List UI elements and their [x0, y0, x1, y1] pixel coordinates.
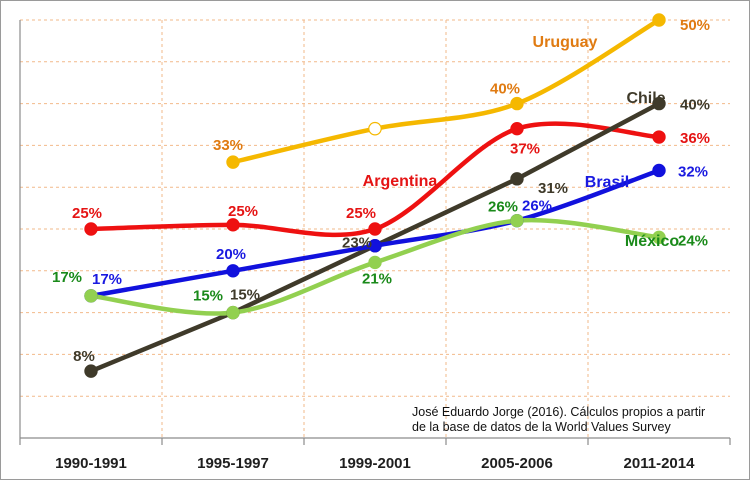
- data-label-brasil: 20%: [216, 246, 246, 263]
- series-name-argentina: Argentina: [363, 173, 438, 190]
- x-tick-label: 2005-2006: [481, 455, 553, 472]
- data-point-mexico: [652, 230, 666, 245]
- data-label-mexico: 26%: [488, 199, 518, 216]
- data-point-uruguay: [510, 96, 524, 111]
- data-label-argentina: 37%: [510, 141, 540, 158]
- gridlines: [20, 19, 730, 438]
- series-line-chile: [88, 101, 662, 374]
- data-point-brasil: [226, 264, 240, 278]
- source-note-line-2: de la base de datos de la World Values S…: [412, 420, 671, 434]
- series-name-brasil: Brasil: [585, 174, 629, 191]
- series-lines: [88, 17, 662, 374]
- data-label-uruguay: 50%: [680, 17, 710, 34]
- data-point-brasil: [652, 163, 666, 178]
- data-label-chile: 40%: [680, 97, 710, 114]
- x-tick-label: 2011-2014: [624, 455, 696, 472]
- data-label-mexico: 24%: [678, 232, 708, 249]
- data-point-argentina: [84, 222, 98, 236]
- data-label-argentina: 25%: [72, 205, 102, 222]
- data-label-chile: 8%: [73, 348, 95, 365]
- x-tick-label: 1990-1991: [55, 455, 127, 472]
- data-label-mexico: 21%: [362, 270, 392, 287]
- data-label-argentina: 25%: [228, 203, 258, 220]
- data-point-uruguay: [368, 121, 382, 136]
- series-name-chile: Chile: [626, 90, 665, 107]
- data-point-argentina: [652, 130, 666, 144]
- data-point-brasil: [368, 239, 382, 253]
- data-point-mexico: [368, 255, 382, 270]
- data-point-argentina: [510, 121, 524, 136]
- data-label-chile: 31%: [538, 180, 568, 197]
- series-name-mexico: México: [625, 233, 679, 250]
- x-tick-label: 1999-2001: [339, 455, 411, 472]
- data-point-mexico: [510, 213, 524, 228]
- data-point-mexico: [84, 289, 98, 303]
- data-point-argentina: [226, 218, 240, 232]
- x-tick-label: 1995-1997: [197, 455, 269, 472]
- source-note: José Eduardo Jorge (2016). Cálculos prop…: [412, 405, 742, 435]
- data-label-uruguay: 33%: [213, 137, 243, 154]
- data-label-argentina: 36%: [680, 130, 710, 147]
- data-label-mexico: 15%: [193, 288, 223, 305]
- series-markers: [84, 13, 666, 378]
- data-label-brasil: 32%: [678, 163, 708, 180]
- series-names: Uruguay Argentina Chile Brasil México: [363, 34, 680, 250]
- data-point-uruguay: [226, 155, 240, 169]
- data-point-argentina: [368, 222, 382, 236]
- data-label-chile: 23%: [342, 235, 372, 252]
- data-label-brasil: 17%: [92, 271, 122, 288]
- series-name-uruguay: Uruguay: [533, 34, 598, 51]
- data-point-chile: [510, 172, 524, 186]
- series-line-uruguay: [230, 17, 662, 165]
- data-label-argentina: 25%: [346, 205, 376, 222]
- source-note-line-1: José Eduardo Jorge (2016). Cálculos prop…: [412, 405, 706, 419]
- data-point-uruguay: [652, 13, 666, 27]
- axes: [19, 20, 731, 445]
- x-tick-labels: 1990-1991 1995-1997 1999-2001 2005-2006 2011…: [55, 455, 695, 472]
- data-point-chile: [84, 364, 98, 378]
- data-point-mexico: [226, 305, 240, 320]
- data-label-uruguay: 40%: [490, 81, 520, 98]
- data-point-chile: [652, 96, 666, 111]
- data-label-brasil: 26%: [522, 198, 552, 215]
- data-label-chile: 15%: [230, 287, 260, 304]
- data-label-mexico: 17%: [52, 269, 82, 286]
- data-labels: 33% 40% 50% 25% 25% 25% 37% 36% 8% 15% 23% 31% 40% 17…: [52, 17, 710, 365]
